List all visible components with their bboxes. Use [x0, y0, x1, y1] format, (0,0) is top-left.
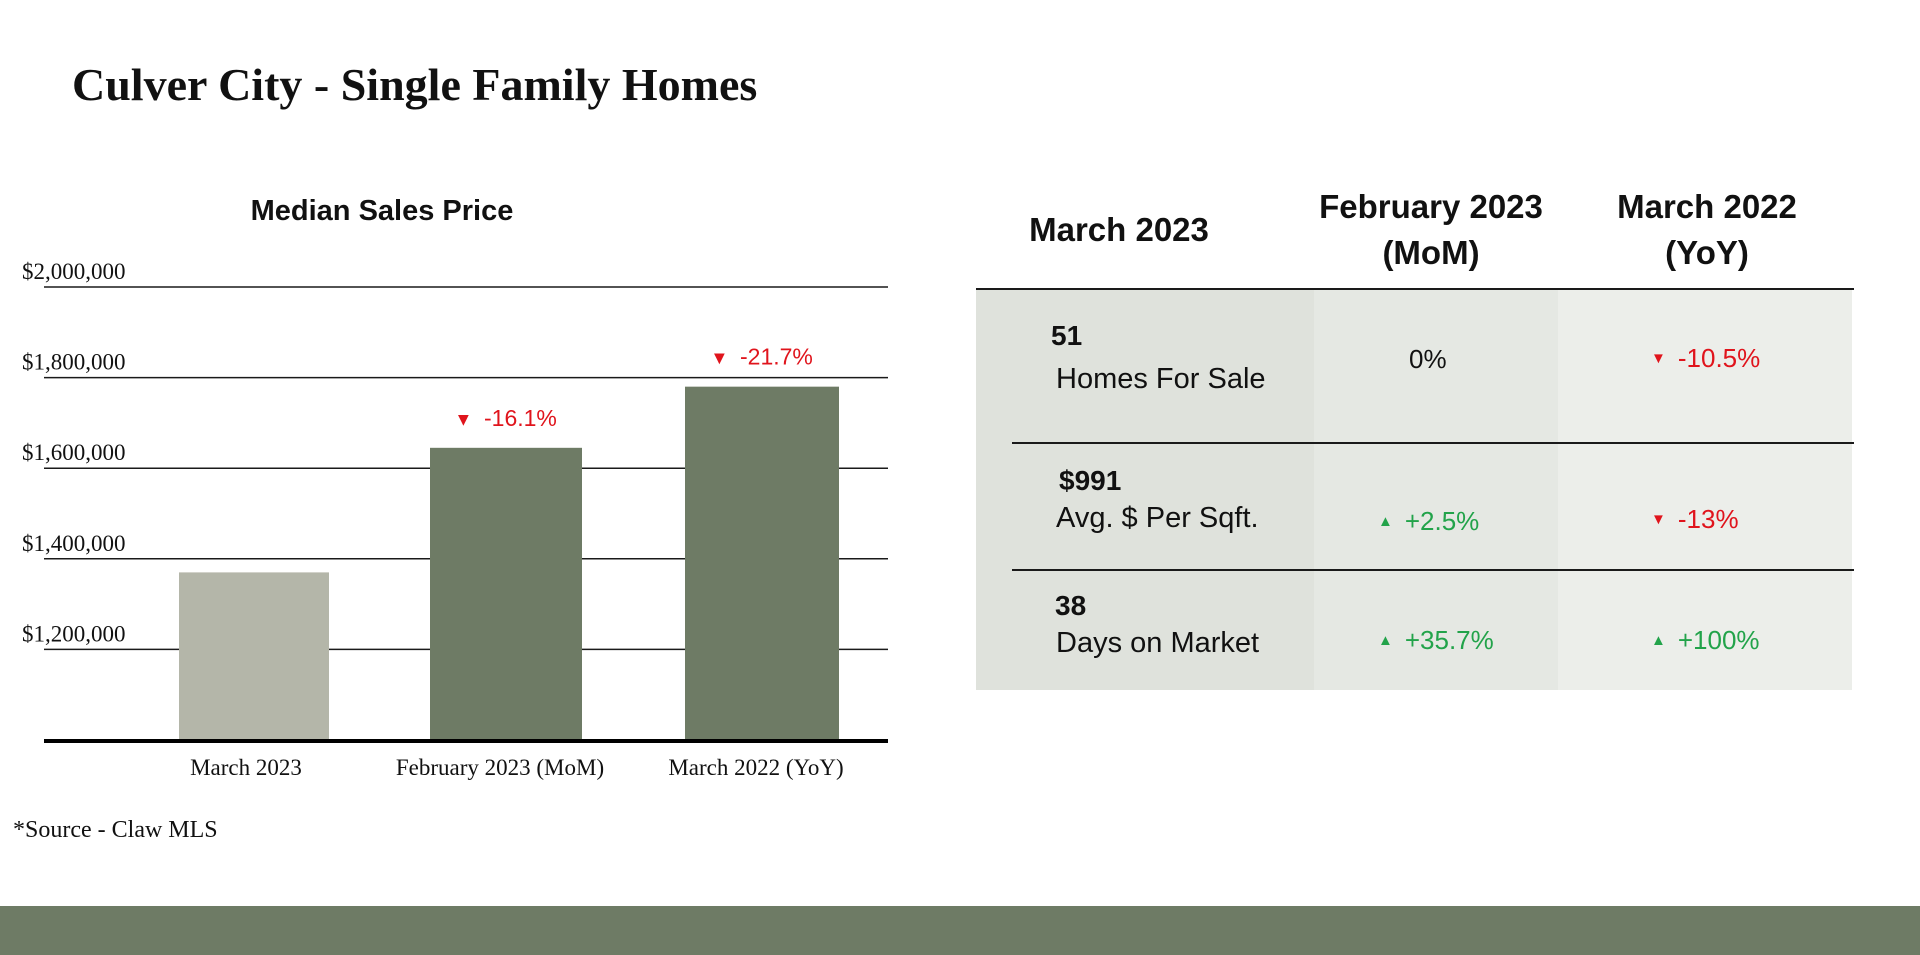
x-tick-label: March 2023	[190, 755, 302, 780]
down-arrow-icon: ▼	[1651, 350, 1666, 367]
column-bg-mom	[1314, 290, 1558, 690]
x-tick-label: March 2022 (YoY)	[668, 755, 843, 780]
bar	[430, 447, 582, 740]
column-bg-yoy	[1558, 290, 1852, 690]
up-arrow-icon: ▲	[1651, 632, 1666, 649]
days-on-market-yoy: ▲ +100%	[1651, 625, 1760, 655]
x-tick-label: February 2023 (MoM)	[396, 755, 604, 780]
header-mom: February 2023 (MoM)	[1319, 187, 1543, 271]
homes-for-sale-label: Homes For Sale	[1056, 363, 1266, 395]
y-tick-label: $1,800,000	[22, 350, 126, 375]
price-per-sqft-yoy: ▼ -13%	[1651, 504, 1739, 534]
bar	[685, 386, 839, 740]
homes-for-sale-yoy: ▼ -10.5%	[1651, 343, 1761, 373]
up-arrow-icon: ▲	[1378, 513, 1393, 530]
days-on-market-label: Days on Market	[1056, 627, 1260, 659]
source-note: *Source - Claw MLS	[13, 817, 218, 843]
down-arrow-icon: ▼	[1651, 511, 1666, 528]
price-per-sqft-mom: ▲ +2.5%	[1378, 506, 1480, 536]
page-title: Culver City - Single Family Homes	[72, 59, 758, 110]
days-on-market-value: 38	[1055, 590, 1087, 621]
homes-for-sale-value: 51	[1051, 320, 1083, 351]
y-tick-label: $1,200,000	[22, 621, 126, 646]
price-per-sqft-value: $991	[1059, 465, 1122, 496]
chart-title: Median Sales Price	[251, 195, 514, 227]
header-current: March 2023	[1029, 210, 1209, 248]
header-rule	[976, 288, 1854, 290]
stats-table: March 2023 February 2023 (MoM) March 202…	[976, 170, 1858, 690]
row-divider	[1012, 569, 1854, 571]
up-arrow-icon: ▲	[1378, 632, 1393, 649]
days-on-market-mom: ▲ +35.7%	[1378, 625, 1494, 655]
bar	[179, 572, 329, 740]
homes-for-sale-mom: 0%	[1409, 344, 1447, 374]
price-per-sqft-label: Avg. $ Per Sqft.	[1056, 502, 1259, 534]
header-yoy: March 2022 (YoY)	[1617, 187, 1797, 271]
y-tick-label: $2,000,000	[22, 259, 126, 284]
y-tick-label: $1,600,000	[22, 440, 126, 465]
median-sales-price-chart: Median Sales Price $1,200,000 $1,400,000 $1…	[22, 195, 888, 780]
row-divider	[1012, 442, 1854, 444]
down-arrow-icon: ▼	[458, 412, 469, 428]
bar-annotation: -16.1%	[484, 405, 557, 431]
down-arrow-icon: ▼	[714, 351, 725, 367]
column-bg-current	[976, 290, 1314, 690]
y-tick-label: $1,400,000	[22, 531, 126, 556]
bar-annotation: -21.7%	[740, 344, 813, 370]
footer-bar	[0, 906, 1920, 955]
